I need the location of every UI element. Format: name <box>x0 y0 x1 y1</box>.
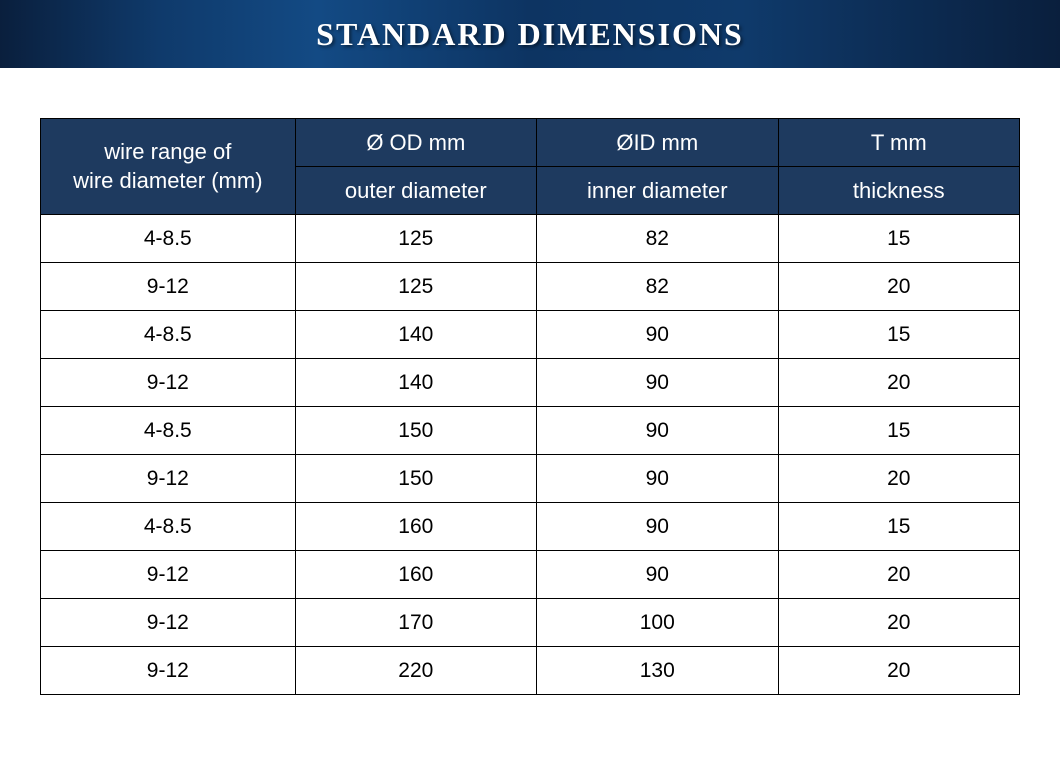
col-header-wire-range-line1: wire range of wire diameter (mm) <box>73 138 262 195</box>
table-cell: 100 <box>537 599 778 647</box>
table-row: 9-121258220 <box>41 263 1020 311</box>
table-cell: 140 <box>295 359 536 407</box>
table-cell: 4-8.5 <box>41 503 296 551</box>
table-row: 4-8.51509015 <box>41 407 1020 455</box>
table-cell: 160 <box>295 551 536 599</box>
table-body: 4-8.512582159-1212582204-8.514090159-121… <box>41 215 1020 695</box>
table-header: wire range of wire diameter (mm) Ø OD mm… <box>41 119 1020 215</box>
table-cell: 20 <box>778 359 1020 407</box>
table-cell: 15 <box>778 407 1020 455</box>
table-cell: 9-12 <box>41 599 296 647</box>
table-cell: 90 <box>537 551 778 599</box>
table-cell: 140 <box>295 311 536 359</box>
table-cell: 15 <box>778 215 1020 263</box>
table-cell: 9-12 <box>41 455 296 503</box>
table-cell: 20 <box>778 455 1020 503</box>
table-cell: 9-12 <box>41 647 296 695</box>
col-header-t-sub: thickness <box>778 167 1020 215</box>
table-cell: 82 <box>537 263 778 311</box>
table-cell: 160 <box>295 503 536 551</box>
table-cell: 4-8.5 <box>41 311 296 359</box>
table-cell: 125 <box>295 215 536 263</box>
table-cell: 125 <box>295 263 536 311</box>
table-cell: 20 <box>778 647 1020 695</box>
table-cell: 90 <box>537 455 778 503</box>
table-cell: 15 <box>778 311 1020 359</box>
table-row: 4-8.51258215 <box>41 215 1020 263</box>
table-cell: 90 <box>537 359 778 407</box>
col-header-id-sub: inner diameter <box>537 167 778 215</box>
table-cell: 4-8.5 <box>41 407 296 455</box>
table-cell: 20 <box>778 551 1020 599</box>
table-cell: 20 <box>778 599 1020 647</box>
table-row: 4-8.51409015 <box>41 311 1020 359</box>
table-row: 9-1217010020 <box>41 599 1020 647</box>
table-cell: 20 <box>778 263 1020 311</box>
table-row: 9-121509020 <box>41 455 1020 503</box>
table-cell: 90 <box>537 407 778 455</box>
table-cell: 170 <box>295 599 536 647</box>
table-row: 9-121409020 <box>41 359 1020 407</box>
table-cell: 130 <box>537 647 778 695</box>
table-cell: 82 <box>537 215 778 263</box>
table-cell: 90 <box>537 311 778 359</box>
col-header-od-sub: outer diameter <box>295 167 536 215</box>
table-cell: 9-12 <box>41 551 296 599</box>
table-cell: 9-12 <box>41 263 296 311</box>
table-cell: 150 <box>295 455 536 503</box>
col-header-wire-range: wire range of wire diameter (mm) <box>41 119 296 215</box>
table-row: 9-1222013020 <box>41 647 1020 695</box>
page-title: STANDARD DIMENSIONS <box>316 16 744 53</box>
col-header-t-top: T mm <box>778 119 1020 167</box>
table-row: 9-121609020 <box>41 551 1020 599</box>
dimensions-table: wire range of wire diameter (mm) Ø OD mm… <box>40 118 1020 695</box>
table-container: wire range of wire diameter (mm) Ø OD mm… <box>0 68 1060 695</box>
col-header-od-top: Ø OD mm <box>295 119 536 167</box>
col-header-id-top: ØID mm <box>537 119 778 167</box>
table-cell: 4-8.5 <box>41 215 296 263</box>
title-banner: STANDARD DIMENSIONS <box>0 0 1060 68</box>
table-cell: 90 <box>537 503 778 551</box>
table-cell: 220 <box>295 647 536 695</box>
table-cell: 9-12 <box>41 359 296 407</box>
table-cell: 15 <box>778 503 1020 551</box>
table-row: 4-8.51609015 <box>41 503 1020 551</box>
table-cell: 150 <box>295 407 536 455</box>
